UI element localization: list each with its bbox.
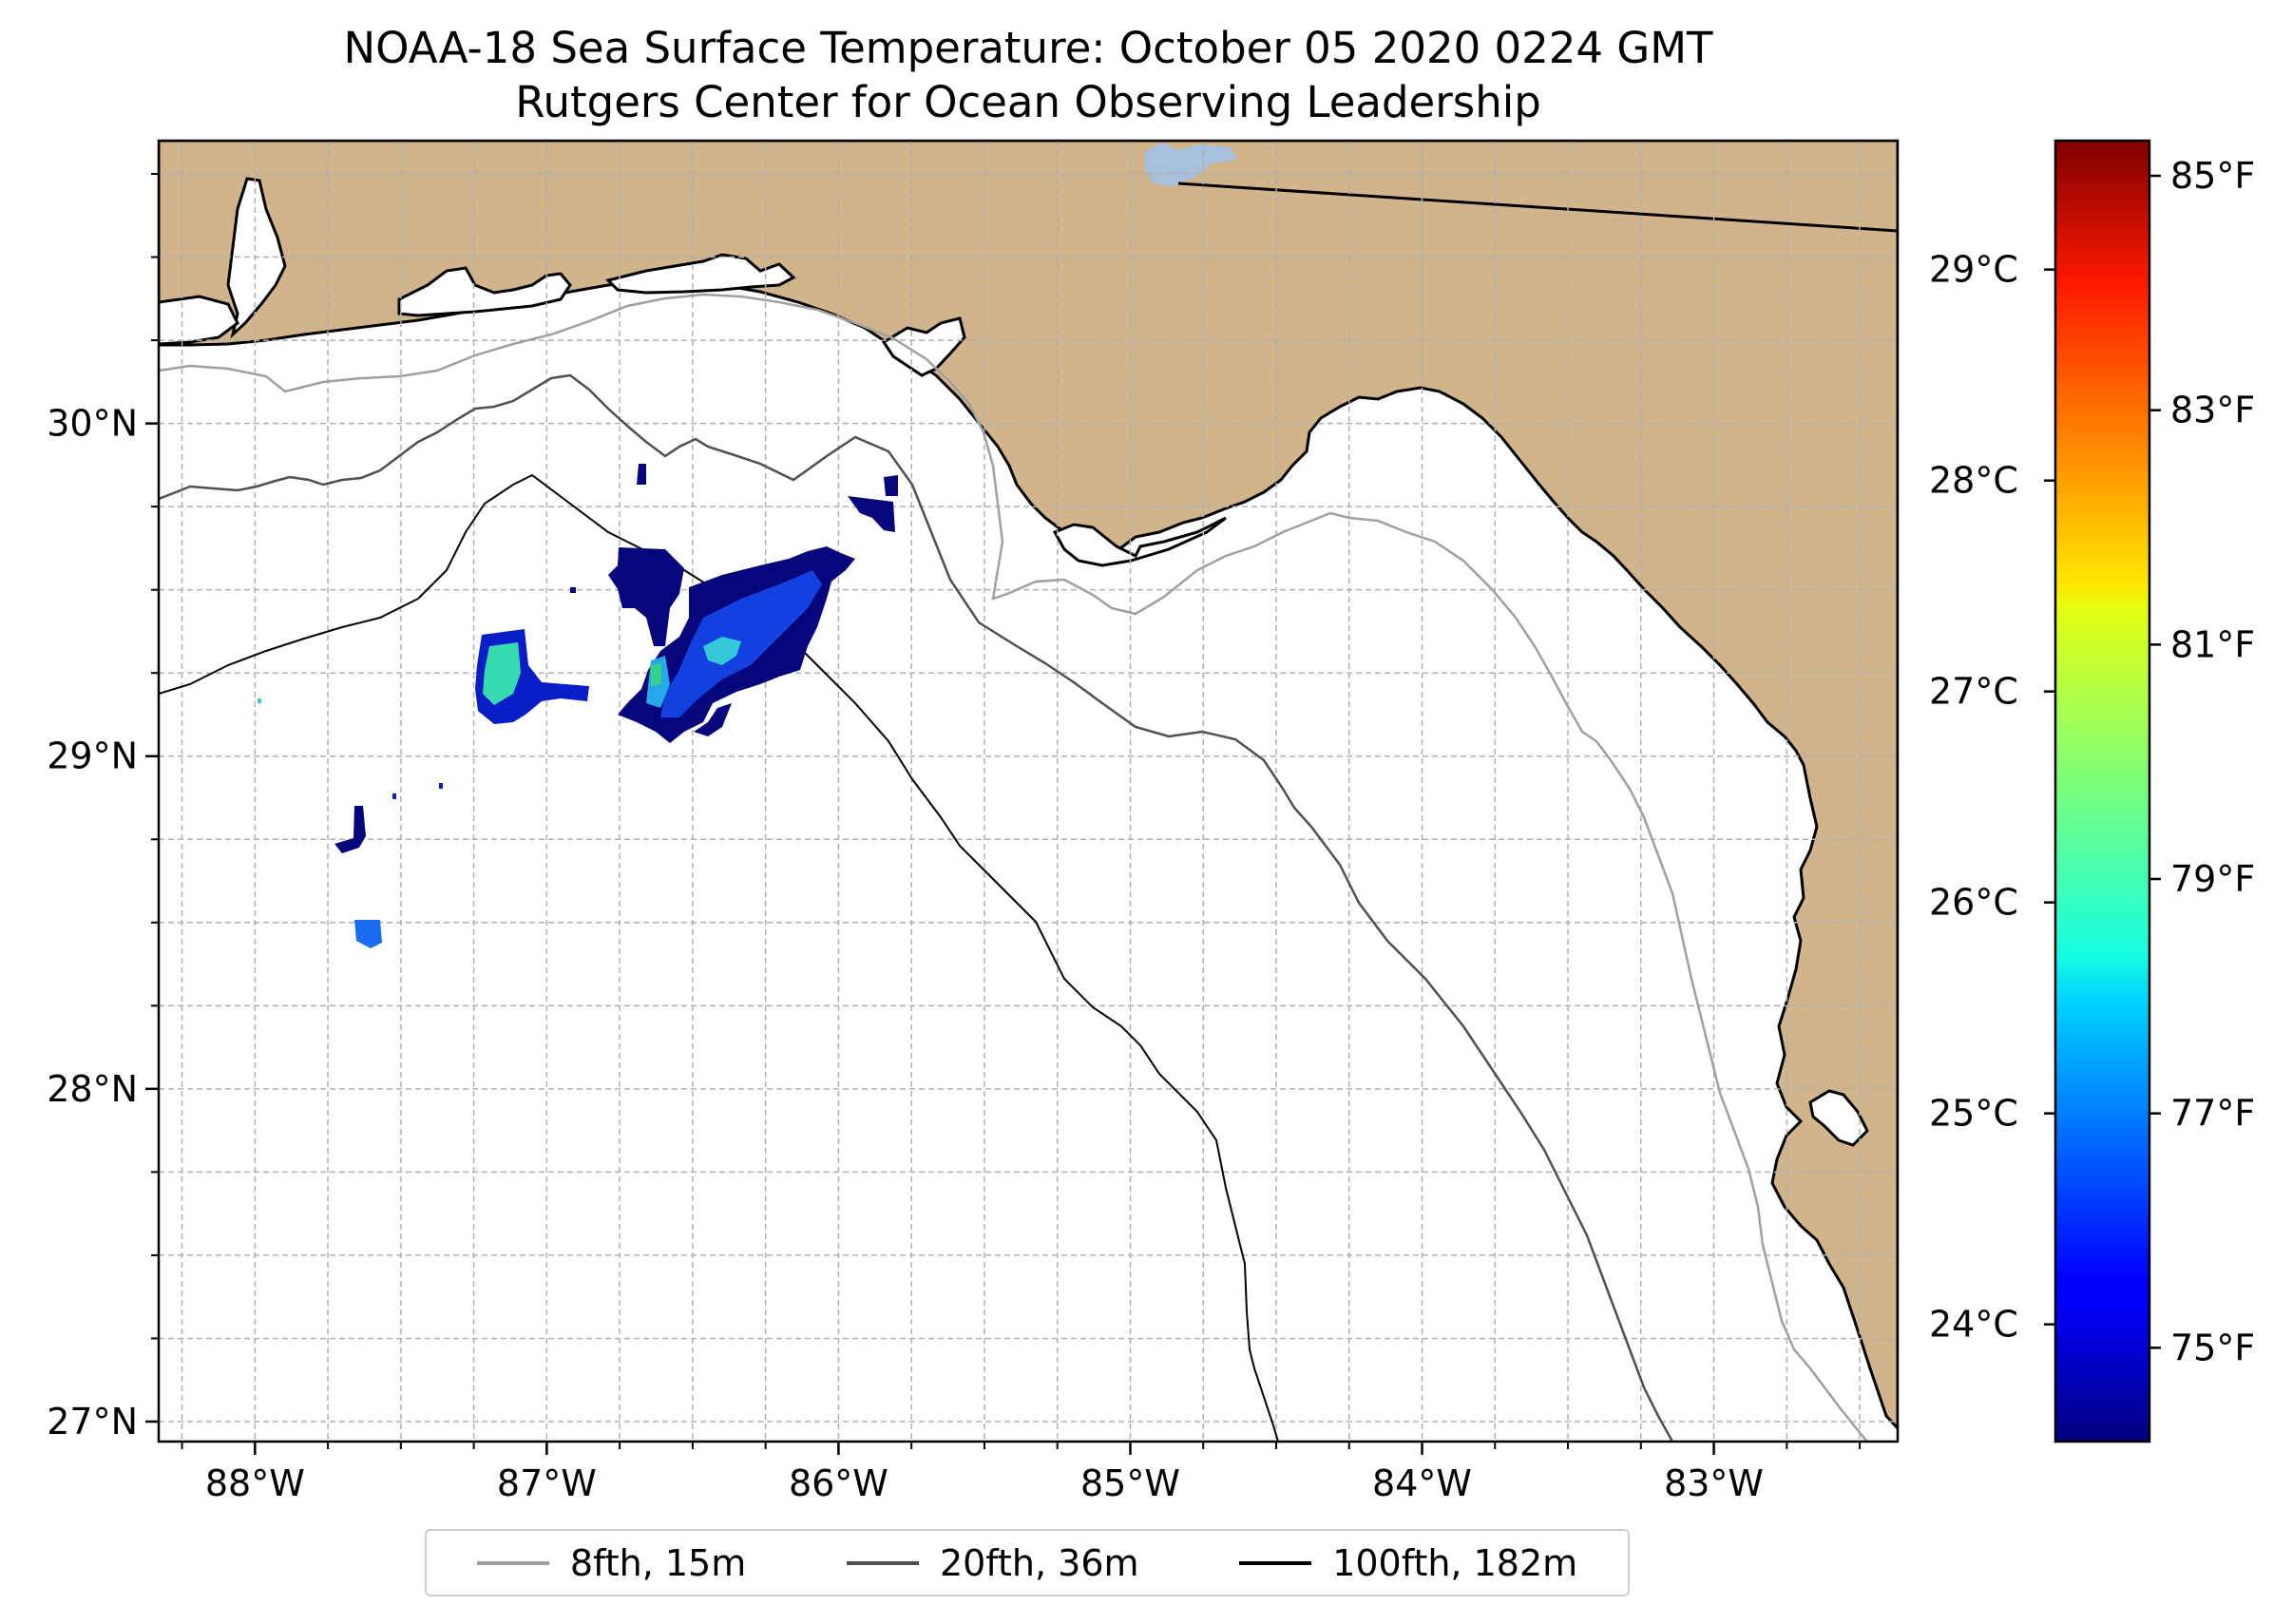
lon-tick-label: 85°W [1080, 1462, 1180, 1504]
choctawhatchee-bay [605, 253, 796, 295]
bathymetry-legend: 8fth, 15m 20fth, 36m 100fth, 182m [425, 1529, 1630, 1596]
lon-tick-label: 87°W [497, 1462, 597, 1504]
lon-tick-label: 86°W [789, 1462, 888, 1504]
f-tick-label: 79°F [2170, 858, 2255, 900]
lon-tick-label: 84°W [1372, 1462, 1472, 1504]
state-border [1177, 182, 1898, 233]
sst-data [258, 464, 898, 948]
f-tick-label: 83°F [2170, 390, 2255, 431]
c-tick-label: 25°C [1929, 1093, 2018, 1135]
legend-swatch [476, 1560, 549, 1565]
f-tick-label: 77°F [2170, 1093, 2255, 1135]
lat-tick-label: 27°N [47, 1401, 138, 1442]
f-tick-label: 75°F [2170, 1327, 2255, 1368]
legend-swatch [846, 1560, 919, 1565]
sst-pixel [392, 793, 396, 799]
f-tick-label: 81°F [2170, 623, 2255, 665]
c-tick-label: 28°C [1929, 460, 2018, 502]
lat-tick-label: 29°N [47, 736, 138, 777]
sst-patch [703, 637, 741, 665]
map-title: NOAA-18 Sea Surface Temperature: October… [343, 23, 1713, 73]
f-tick-label: 85°F [2170, 155, 2255, 197]
legend-label: 20fth, 36m [939, 1541, 1139, 1584]
isobath-182m [159, 473, 1279, 1442]
sst-patch [637, 464, 646, 485]
lon-tick-label: 88°W [205, 1462, 305, 1504]
land-mass [159, 141, 1898, 1431]
sst-patch [694, 703, 732, 736]
map-axes: 88°W 87°W 86°W 85°W 84°W 83°W 30°N 29°N 28°N 27°N [47, 173, 1862, 1504]
sst-patch [660, 570, 822, 717]
c-tick-label: 24°C [1929, 1304, 2018, 1346]
sst-patch [483, 642, 521, 705]
lat-tick-label: 28°N [47, 1068, 138, 1110]
map-frame [157, 139, 1900, 1443]
colorbar-ticks: 85°F 83°F 81°F 79°F 77°F 75°F 29°C 28°C 27°C 26°C… [1929, 155, 2255, 1368]
lon-tick-label: 83°W [1664, 1462, 1764, 1504]
colorbar [2053, 139, 2151, 1443]
map-grid [159, 141, 1898, 1442]
tampa-bay [1808, 1089, 1869, 1147]
isobath-15m [159, 293, 1868, 1442]
legend-label: 8fth, 15m [569, 1541, 747, 1584]
sst-pixel [570, 587, 576, 593]
sst-patch [354, 920, 382, 948]
c-tick-label: 27°C [1929, 671, 2018, 713]
mississippi-sound [159, 295, 239, 346]
c-tick-label: 26°C [1929, 882, 2018, 924]
lat-tick-label: 30°N [47, 403, 138, 445]
legend-item-100fth: 100fth, 182m [1239, 1542, 1577, 1584]
apalachicola-bay [1052, 516, 1227, 567]
legend-swatch [1239, 1560, 1312, 1565]
c-tick-label: 29°C [1929, 249, 2018, 291]
lake-inland [1144, 143, 1237, 186]
sst-patch [848, 496, 895, 532]
pensacola-bay [397, 266, 572, 317]
sst-patch [884, 475, 898, 496]
legend-label: 100fth, 182m [1332, 1541, 1578, 1584]
sst-patch [334, 806, 366, 853]
legend-item-8fth: 8fth, 15m [476, 1541, 747, 1584]
sst-pixel [439, 783, 443, 789]
map-subtitle: Rutgers Center for Ocean Observing Leade… [515, 77, 1541, 127]
sst-patch [608, 547, 684, 646]
legend-item-20fth: 20fth, 36m [846, 1541, 1139, 1584]
st-andrew-bay [881, 316, 966, 377]
isobath-36m [159, 373, 1674, 1442]
sst-patch [651, 663, 661, 686]
sst-pixel [258, 698, 261, 703]
